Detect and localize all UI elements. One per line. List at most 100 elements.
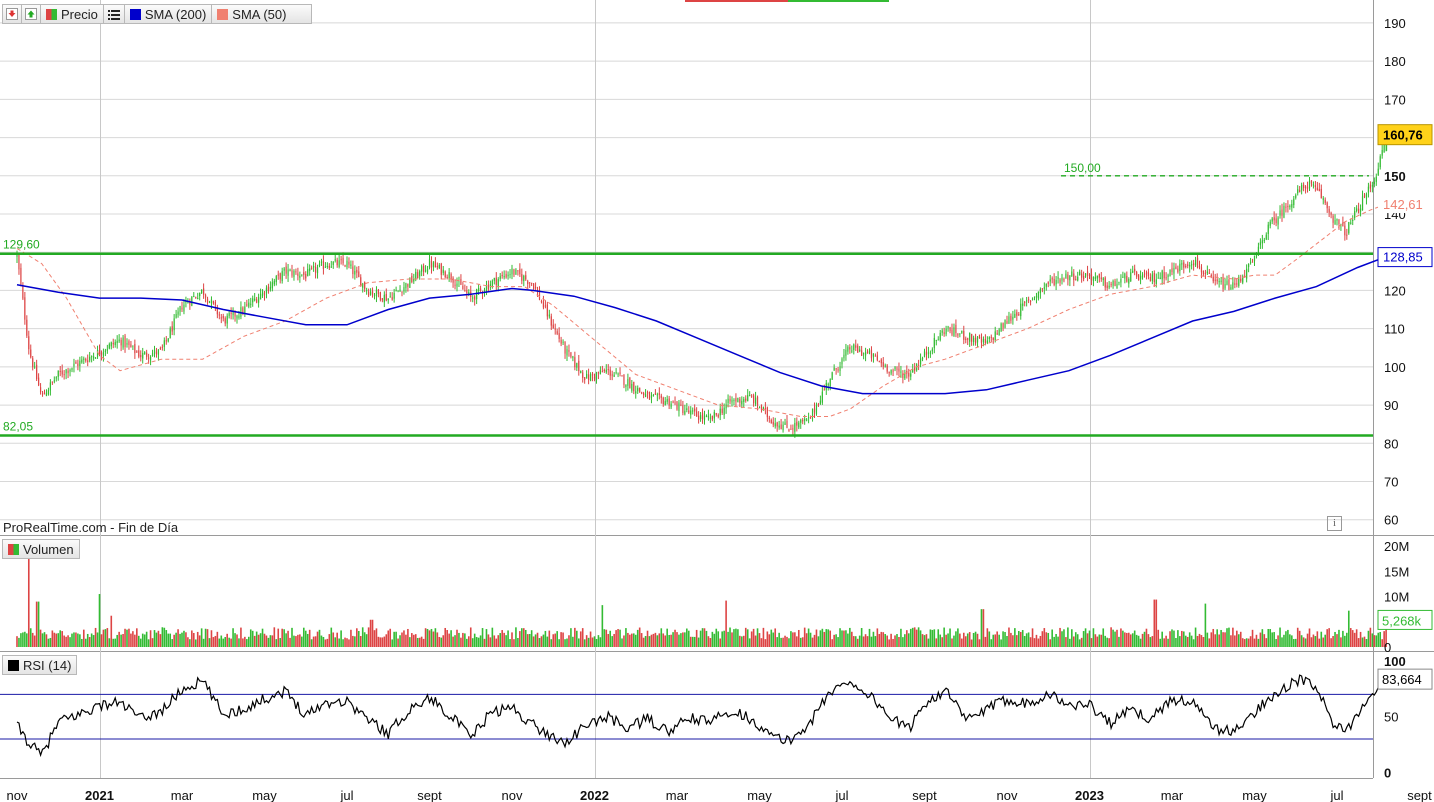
volume-bar: [1127, 632, 1130, 647]
candle-body: [75, 362, 77, 364]
candle-body: [118, 339, 120, 342]
volume-bar: [524, 629, 527, 647]
candle-body: [1000, 323, 1002, 332]
candle-body: [254, 298, 256, 301]
volume-bar: [253, 635, 256, 647]
candle-body: [159, 348, 161, 350]
candle-body: [884, 365, 886, 367]
volume-bar: [81, 638, 83, 647]
volume-bar: [304, 630, 307, 647]
sma200-legend-item[interactable]: SMA (200): [125, 5, 213, 23]
volume-bar: [1281, 637, 1283, 647]
candle-body: [1338, 219, 1340, 225]
volume-bar: [35, 601, 38, 647]
volume-bar: [978, 639, 981, 647]
info-icon[interactable]: i: [1327, 516, 1342, 531]
volume-bar: [407, 628, 409, 647]
candle-body: [193, 296, 195, 298]
volume-bar: [1086, 633, 1089, 647]
volume-bar: [63, 635, 65, 647]
rsi-panel-tag[interactable]: RSI (14): [2, 655, 78, 675]
candle-body: [813, 408, 816, 413]
volume-bar: [1220, 629, 1222, 647]
volume-bar: [1067, 627, 1069, 647]
candle-body: [1295, 195, 1297, 198]
candle-body: [20, 267, 22, 285]
volume-bar: [927, 638, 930, 647]
volume-bar: [774, 628, 777, 647]
volume-bar: [790, 631, 792, 647]
candle-body: [77, 363, 79, 367]
candle-body: [1139, 275, 1142, 280]
candle-body: [1053, 278, 1055, 285]
volume-bar: [1245, 638, 1248, 647]
top-marker-green: [788, 0, 889, 2]
price-tick-label: 170: [1384, 92, 1406, 107]
volume-bar: [741, 636, 743, 647]
volume-bar: [1273, 632, 1275, 647]
candle-body: [436, 266, 438, 268]
volume-bar: [1344, 635, 1346, 647]
candle-body: [1024, 301, 1026, 303]
volume-bar: [1175, 638, 1177, 647]
price-tick-label: 100: [1384, 360, 1406, 375]
price-tick-label: 70: [1384, 475, 1398, 490]
candle-body: [155, 351, 158, 355]
volume-bar: [240, 627, 242, 647]
volume-bar: [1041, 631, 1044, 647]
volume-bar: [1346, 632, 1348, 647]
volume-bar: [707, 636, 710, 647]
volume-bar: [682, 632, 684, 647]
candle-body: [1371, 185, 1373, 187]
candle-body: [61, 370, 63, 375]
volume-bar: [589, 631, 592, 647]
volume-bar: [815, 629, 818, 647]
volume-bar: [1076, 634, 1079, 647]
volume-bar: [342, 639, 344, 647]
volume-bar: [613, 633, 615, 647]
candle-body: [562, 341, 564, 343]
volume-bar: [316, 631, 319, 647]
arrow-down-icon[interactable]: [3, 5, 22, 23]
volume-bar: [744, 627, 747, 647]
volume-bar: [1230, 635, 1232, 647]
price-legend-item[interactable]: Precio: [41, 5, 104, 23]
volume-bar: [670, 634, 672, 647]
resistance-line-label: 150,00: [1064, 161, 1101, 175]
candle-body: [1377, 168, 1379, 176]
volume-bar: [141, 633, 144, 647]
candle-body: [259, 293, 262, 300]
volume-bar: [1285, 631, 1287, 647]
volume-bar: [583, 639, 586, 647]
volume-bar: [31, 632, 34, 647]
volume-bar: [666, 628, 668, 647]
sma50-last-label: 142,61: [1383, 197, 1423, 212]
candle-body: [737, 397, 739, 403]
time-axis-label: mar: [1161, 788, 1184, 802]
arrow-up-icon[interactable]: [22, 5, 41, 23]
candle-body: [291, 270, 293, 276]
volume-bar: [365, 634, 368, 647]
candle-body: [344, 265, 346, 267]
volume-bar: [642, 637, 645, 647]
volume-bar: [1173, 630, 1175, 647]
candle-body: [1285, 206, 1287, 208]
candle-body: [586, 374, 588, 379]
candle-body: [1110, 284, 1112, 286]
price-tick-label: 80: [1384, 436, 1398, 451]
candle-body: [1090, 274, 1093, 281]
candle-body: [796, 421, 798, 426]
candle-body: [210, 299, 213, 304]
volume-bar: [1291, 635, 1293, 647]
candle-body: [696, 411, 698, 417]
candle-body: [134, 344, 136, 354]
candle-body: [258, 297, 260, 303]
candle-body: [1194, 259, 1197, 266]
volume-panel-tag[interactable]: Volumen: [2, 539, 80, 559]
sma50-legend-item[interactable]: SMA (50): [212, 5, 291, 23]
volume-bar: [312, 636, 315, 647]
indicator-list-button[interactable]: [104, 5, 125, 23]
volume-bar: [597, 635, 600, 647]
volume-bar: [640, 633, 643, 647]
